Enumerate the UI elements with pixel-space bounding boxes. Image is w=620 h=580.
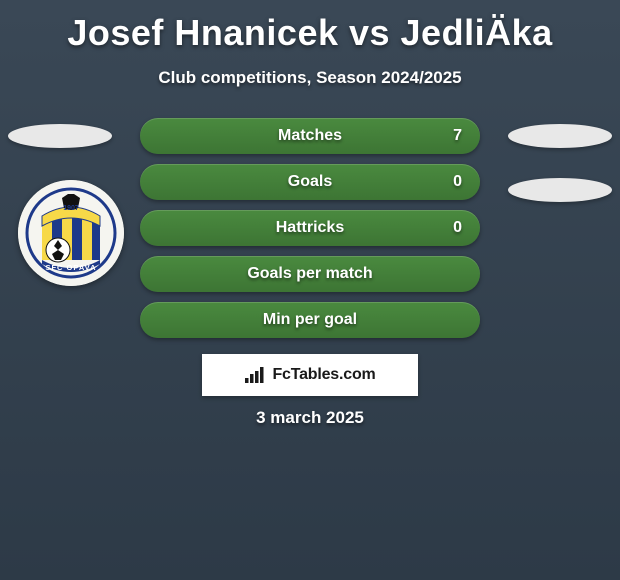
- placeholder-ellipse-left: [8, 124, 112, 148]
- stat-label: Goals per match: [247, 265, 372, 283]
- stat-row-goals: Goals 0: [140, 164, 480, 200]
- page-subtitle: Club competitions, Season 2024/2025: [0, 68, 620, 88]
- stats-container: Matches 7 Goals 0 Hattricks 0 Goals per …: [140, 118, 480, 348]
- club-badge-svg: 1907 SFC OPAVA: [18, 180, 124, 286]
- stat-value: 0: [453, 173, 462, 191]
- placeholder-ellipse-right-2: [508, 178, 612, 202]
- stat-label: Min per goal: [263, 311, 357, 329]
- attribution-text: FcTables.com: [272, 366, 375, 384]
- date-text: 3 march 2025: [0, 408, 620, 428]
- stat-label: Matches: [278, 127, 342, 145]
- club-badge: 1907 SFC OPAVA: [18, 180, 124, 286]
- stat-row-matches: Matches 7: [140, 118, 480, 154]
- svg-text:SFC OPAVA: SFC OPAVA: [45, 263, 96, 272]
- chart-icon: [244, 366, 266, 384]
- attribution-box: FcTables.com: [202, 354, 418, 396]
- stat-row-min-per-goal: Min per goal: [140, 302, 480, 338]
- stat-row-hattricks: Hattricks 0: [140, 210, 480, 246]
- stat-value: 7: [453, 127, 462, 145]
- stat-label: Goals: [288, 173, 332, 191]
- stat-label: Hattricks: [276, 219, 344, 237]
- page-title: Josef Hnanicek vs JedliÄka: [0, 0, 620, 54]
- stat-row-goals-per-match: Goals per match: [140, 256, 480, 292]
- placeholder-ellipse-right-1: [508, 124, 612, 148]
- svg-text:1907: 1907: [63, 205, 79, 212]
- stat-value: 0: [453, 219, 462, 237]
